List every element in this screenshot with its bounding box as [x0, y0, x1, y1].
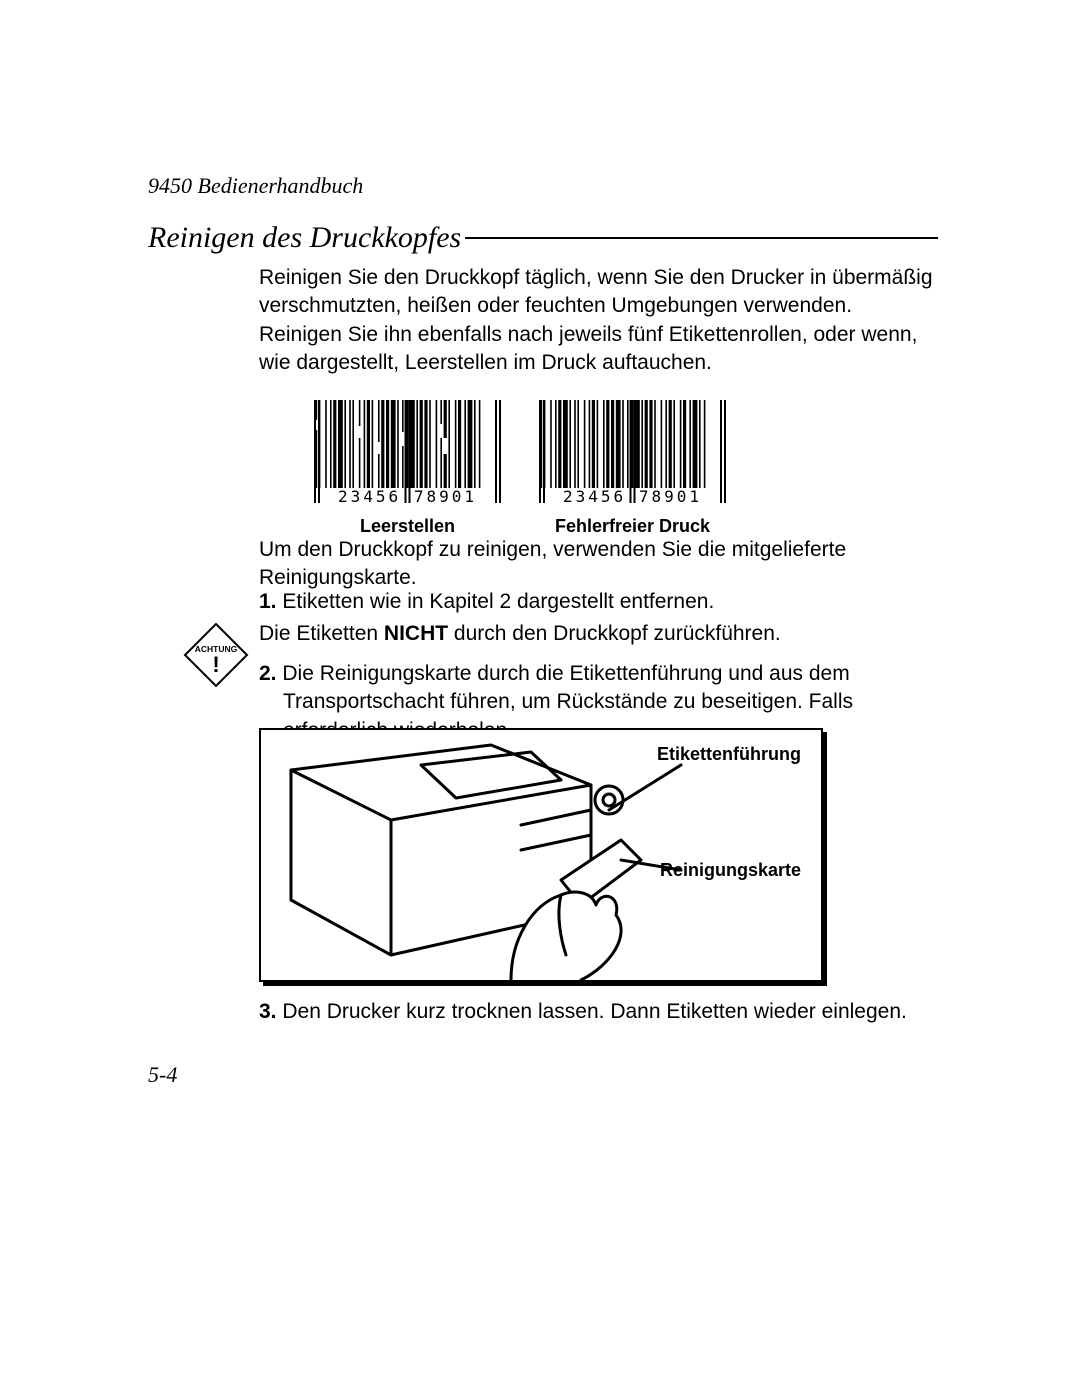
manual-page: 9450 Bedienerhandbuch Reinigen des Druck…	[0, 0, 1080, 1397]
barcode-clean-caption: Fehlerfreier Druck	[535, 516, 730, 537]
intro-paragraph: Reinigen Sie den Druckkopf täglich, wenn…	[259, 264, 939, 377]
caution-pre: Die Etiketten	[259, 622, 384, 645]
section-heading-row: Reinigen des Druckkopfes	[148, 221, 938, 255]
caution-icon: ACHTUNG !	[183, 622, 249, 693]
step-3-text: Den Drucker kurz trocknen lassen. Dann E…	[282, 1000, 906, 1023]
barcode-examples: 23456 78901 Leerstellen 23456 78901 Fehl…	[310, 400, 730, 537]
caution-text: Die Etiketten NICHT durch den Druckkopf …	[259, 622, 939, 646]
step-1: 1. Etiketten wie in Kapitel 2 dargestell…	[259, 590, 939, 614]
barcode-clean: 23456 78901 Fehlerfreier Druck	[535, 400, 730, 537]
page-number: 5-4	[148, 1062, 177, 1088]
barcode-voids-caption: Leerstellen	[310, 516, 505, 537]
cleaning-card-paragraph: Um den Druckkopf zu reinigen, verwenden …	[259, 536, 939, 593]
svg-text:23456 78901: 23456 78901	[563, 487, 702, 505]
barcode-clean-svg: 23456 78901	[535, 400, 730, 505]
barcode-voids: 23456 78901 Leerstellen	[310, 400, 505, 537]
section-title: Reinigen des Druckkopfes	[148, 221, 465, 255]
cleaning-figure-svg	[261, 730, 821, 980]
running-header: 9450 Bedienerhandbuch	[148, 173, 363, 199]
figure-label-guide: Etikettenführung	[657, 744, 801, 765]
step-1-text: Etiketten wie in Kapitel 2 dargestellt e…	[282, 590, 714, 613]
cleaning-figure: Etikettenführung Reinigungskarte	[259, 728, 823, 982]
svg-text:!: !	[212, 652, 219, 677]
caution-bold: NICHT	[384, 622, 448, 645]
barcode-voids-svg: 23456 78901	[310, 400, 505, 505]
step-1-number: 1.	[259, 590, 277, 613]
caution-post: durch den Druckkopf zurückführen.	[448, 622, 781, 645]
step-3-number: 3.	[259, 1000, 277, 1023]
svg-text:23456 78901: 23456 78901	[338, 487, 477, 505]
title-rule	[465, 237, 938, 239]
step-3: 3. Den Drucker kurz trocknen lassen. Dan…	[259, 998, 939, 1026]
step-2-number: 2.	[259, 662, 277, 685]
figure-label-card: Reinigungskarte	[660, 860, 801, 881]
